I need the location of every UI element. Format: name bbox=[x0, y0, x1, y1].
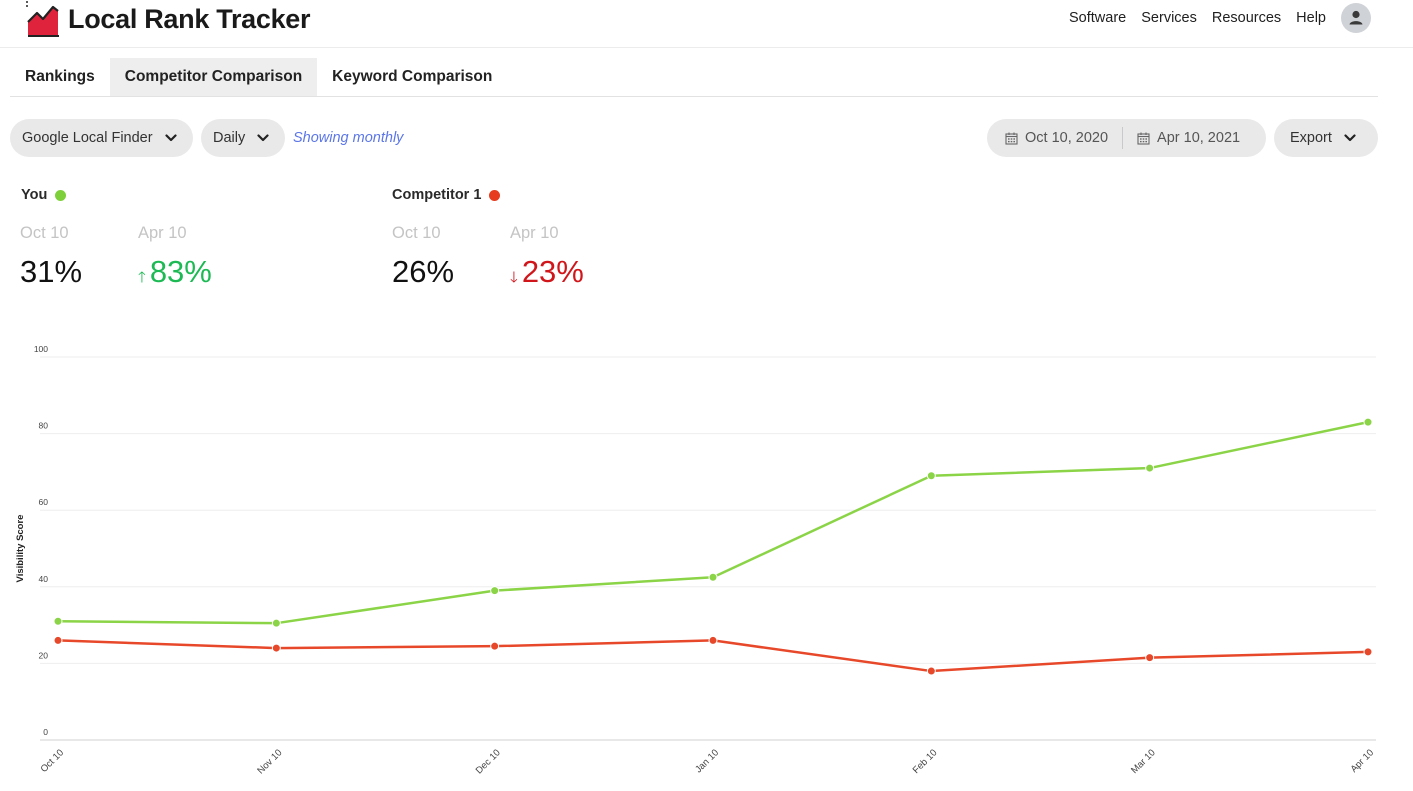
data-point bbox=[1363, 417, 1373, 427]
nav-software[interactable]: Software bbox=[1069, 10, 1127, 26]
data-point bbox=[271, 643, 281, 653]
data-point bbox=[1363, 647, 1373, 657]
data-point bbox=[1145, 653, 1155, 663]
competitor-from-value: 26% bbox=[392, 254, 455, 289]
you-legend: You bbox=[21, 187, 67, 203]
data-point bbox=[926, 471, 936, 481]
competitor-name: Competitor 1 bbox=[392, 187, 482, 203]
you-to-date: Apr 10 bbox=[138, 224, 187, 242]
data-point bbox=[490, 586, 500, 596]
x-tick-label: Nov 10 bbox=[255, 747, 284, 776]
x-tick-label: Oct 10 bbox=[39, 747, 67, 775]
you-to-value: 🡑 83% bbox=[138, 254, 212, 292]
data-point bbox=[926, 666, 936, 676]
calendar-icon bbox=[1005, 132, 1018, 145]
start-date-picker[interactable]: Oct 10, 2020 bbox=[1005, 130, 1108, 146]
data-point bbox=[1145, 463, 1155, 473]
x-tick-label: Mar 10 bbox=[1129, 747, 1158, 776]
nav-services[interactable]: Services bbox=[1141, 10, 1197, 26]
y-tick-label: 20 bbox=[39, 650, 49, 660]
main-nav: Software Services Resources Help bbox=[1054, 3, 1371, 33]
x-tick-label: Apr 10 bbox=[1349, 747, 1377, 775]
y-tick-label: 60 bbox=[39, 497, 49, 507]
end-date: Apr 10, 2021 bbox=[1157, 130, 1241, 146]
tab-rankings[interactable]: Rankings bbox=[25, 68, 95, 85]
start-date: Oct 10, 2020 bbox=[1025, 130, 1109, 146]
competitor-color-dot bbox=[489, 189, 501, 201]
data-point bbox=[708, 635, 718, 645]
data-point bbox=[53, 635, 63, 645]
date-divider bbox=[1122, 127, 1124, 149]
chevron-down-icon bbox=[257, 134, 269, 142]
y-axis-label: Visibility Score bbox=[15, 515, 26, 583]
competitor-to-value-text: 23% bbox=[521, 254, 584, 289]
data-point bbox=[271, 618, 281, 628]
export-button[interactable]: Export bbox=[1274, 119, 1378, 157]
calendar-icon bbox=[1137, 132, 1150, 145]
competitor-legend: Competitor 1 bbox=[392, 187, 501, 203]
x-tick-label: Dec 10 bbox=[474, 747, 503, 776]
x-tick-label: Jan 10 bbox=[693, 747, 721, 775]
interval-select[interactable]: Daily bbox=[201, 119, 285, 157]
y-tick-label: 100 bbox=[34, 344, 48, 354]
chevron-down-icon bbox=[164, 134, 177, 142]
data-point bbox=[490, 641, 500, 651]
tab-keyword-comparison[interactable]: Keyword Comparison bbox=[332, 68, 493, 85]
top-bar: Local Rank Tracker Software Services Res… bbox=[0, 0, 1413, 48]
you-name: You bbox=[21, 187, 48, 203]
you-from-value: 31% bbox=[20, 254, 83, 289]
logo-chart-icon bbox=[26, 1, 59, 37]
end-date-picker[interactable]: Apr 10, 2021 bbox=[1137, 130, 1240, 146]
user-avatar[interactable] bbox=[1341, 3, 1371, 33]
date-range-picker: Oct 10, 2020 Apr 10, 2021 bbox=[987, 119, 1266, 157]
export-label: Export bbox=[1290, 130, 1332, 146]
view-tabs: Rankings Competitor Comparison Keyword C… bbox=[10, 58, 1378, 97]
nav-help[interactable]: Help bbox=[1296, 10, 1326, 26]
interval-select-value: Daily bbox=[213, 130, 246, 146]
source-select[interactable]: Google Local Finder bbox=[10, 119, 193, 157]
arrow-up-icon: 🡑 bbox=[138, 269, 146, 286]
y-tick-label: 40 bbox=[39, 574, 49, 584]
app-title: Local Rank Tracker bbox=[68, 3, 311, 34]
logo[interactable]: Local Rank Tracker bbox=[26, 1, 311, 37]
series-line-you bbox=[57, 420, 1369, 625]
competitor-from-date: Oct 10 bbox=[392, 224, 441, 242]
tab-competitor-comparison[interactable]: Competitor Comparison bbox=[109, 58, 318, 96]
you-from-date: Oct 10 bbox=[20, 224, 69, 242]
user-icon bbox=[1349, 10, 1363, 25]
data-point bbox=[708, 572, 718, 582]
arrow-down-icon: 🡓 bbox=[510, 269, 518, 286]
data-point bbox=[53, 616, 63, 626]
visibility-chart: 0 20 40 60 80 100 Visibility Score Oct 10 Nov 10… bbox=[15, 344, 1377, 776]
competitor-to-date: Apr 10 bbox=[510, 224, 559, 242]
source-select-value: Google Local Finder bbox=[22, 130, 153, 146]
you-color-dot bbox=[55, 189, 67, 201]
y-tick-label: 0 bbox=[43, 727, 48, 737]
series-line-competitor-1 bbox=[57, 639, 1369, 673]
nav-resources[interactable]: Resources bbox=[1211, 10, 1282, 26]
you-to-value-text: 83% bbox=[149, 254, 212, 289]
competitor-to-value: 🡓 23% bbox=[510, 254, 584, 292]
showing-monthly-link[interactable]: Showing monthly bbox=[293, 130, 404, 146]
x-tick-label: Feb 10 bbox=[911, 747, 940, 776]
y-tick-label: 80 bbox=[39, 421, 49, 431]
chevron-down-icon bbox=[1344, 134, 1356, 142]
